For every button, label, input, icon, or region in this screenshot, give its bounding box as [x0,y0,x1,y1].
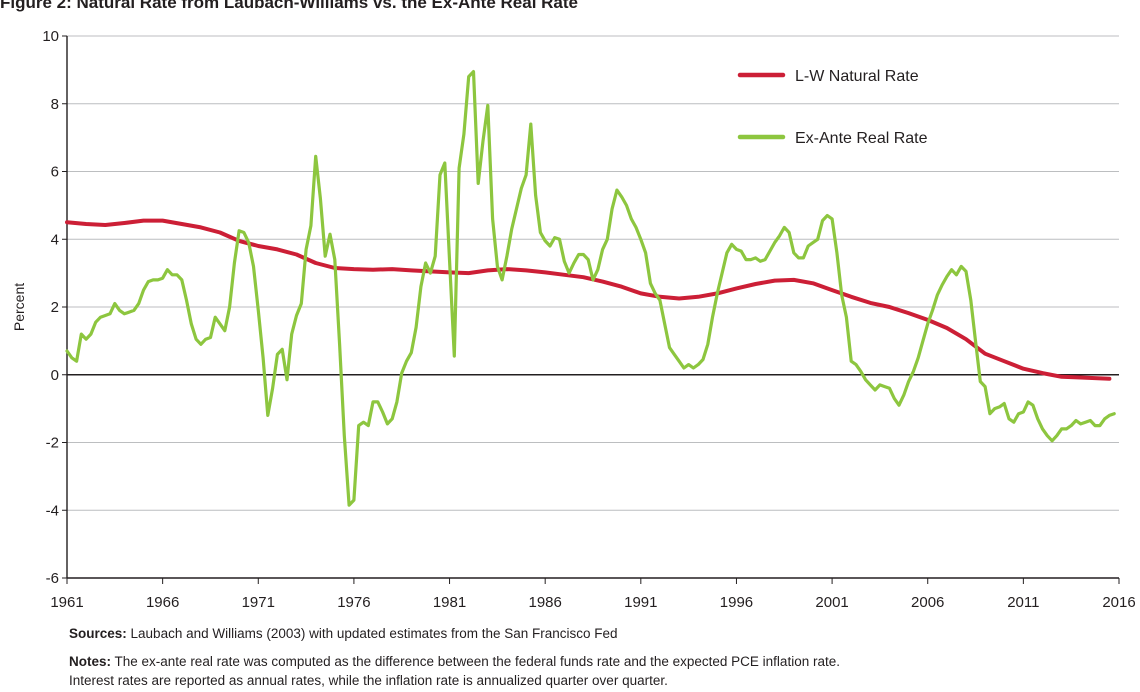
natural-rate-line [65,218,1112,381]
sources-note: Sources: Laubach and Williams (2003) wit… [69,624,618,643]
x-tick-label: 2011 [1007,594,1039,611]
x-tick-label: 1996 [720,594,753,611]
y-tick-label: 6 [51,164,59,181]
x-tick-label: 1971 [242,594,275,611]
gridlines [67,35,1119,511]
sources-label: Sources: [69,626,127,641]
axes [62,35,1120,584]
x-tick-label: 2001 [815,594,848,611]
legend-label-real-rate: Ex-Ante Real Rate [795,130,928,147]
y-axis-tick-labels: 10 8 6 4 2 0 -2 -4 -6 [42,28,59,587]
chart-title: Figure 2: Natural Rate from Laubach-Will… [0,0,578,12]
x-tick-label: 1976 [337,594,370,611]
x-tick-label: 1981 [433,594,466,611]
x-tick-label: 2006 [911,594,944,611]
legend-label-natural-rate: L-W Natural Rate [795,68,919,85]
notes-text-line1: The ex-ante real rate was computed as th… [111,654,840,669]
series-lines [65,70,1116,507]
x-tick-label: 1986 [528,594,561,611]
notes-note-line2: Interest rates are reported as annual ra… [69,671,668,690]
x-tick-label: 1991 [624,594,657,611]
y-tick-label: -6 [46,570,59,587]
x-tick-label: 1961 [50,594,83,611]
legend: L-W Natural Rate Ex-Ante Real Rate [737,68,928,147]
notes-note: Notes: The ex-ante real rate was compute… [69,652,840,671]
y-tick-label: -4 [46,502,59,519]
notes-label: Notes: [69,654,112,669]
y-tick-label: 10 [42,28,59,45]
y-tick-label: 0 [51,367,59,384]
notes-text-line2: Interest rates are reported as annual ra… [69,673,668,688]
x-tick-label: 1966 [146,594,179,611]
y-axis-title: Percent [11,283,27,331]
y-tick-label: 2 [51,299,59,316]
y-tick-label: 8 [51,96,59,113]
y-tick-label: -2 [46,435,59,452]
x-tick-label: 2016 [1102,594,1135,611]
y-tick-label: 4 [51,231,59,248]
real-rate-line [65,70,1116,507]
x-axis-tick-labels: 1961 1966 1971 1976 1981 1986 1991 1996 2001 2006… [50,594,1135,611]
sources-text: Laubach and Williams (2003) with updated… [126,626,618,641]
